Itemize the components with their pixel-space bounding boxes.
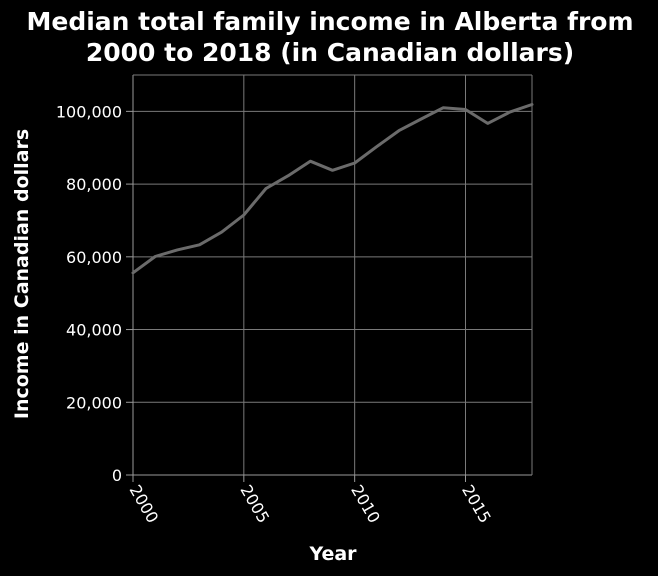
income-series-line (131, 103, 534, 275)
axes (132, 74, 533, 476)
x-tick-label: 2015 (458, 482, 495, 527)
x-tick-label: 2010 (347, 482, 384, 527)
x-axis-title: Year (308, 543, 357, 565)
gridlines (126, 75, 532, 482)
y-tick-label: 20,000 (66, 393, 122, 412)
y-tick-label: 40,000 (66, 321, 122, 340)
data-series (131, 103, 534, 275)
chart-title-line-2: 2000 to 2018 (in Canadian dollars) (86, 38, 574, 67)
y-axis-title: Income in Canadian dollars (11, 129, 33, 419)
x-tick-label: 2005 (236, 482, 273, 527)
y-tick-label: 80,000 (66, 175, 122, 194)
y-tick-label: 0 (112, 466, 122, 485)
x-tick-label: 2000 (126, 482, 163, 527)
y-tick-label: 100,000 (56, 102, 122, 121)
tick-labels: 0 20,000 40,000 60,000 80,000 100,000 2000 2005… (56, 102, 495, 526)
y-tick-label: 60,000 (66, 248, 122, 267)
chart-title-line-1: Median total family income in Alberta fr… (26, 7, 633, 36)
